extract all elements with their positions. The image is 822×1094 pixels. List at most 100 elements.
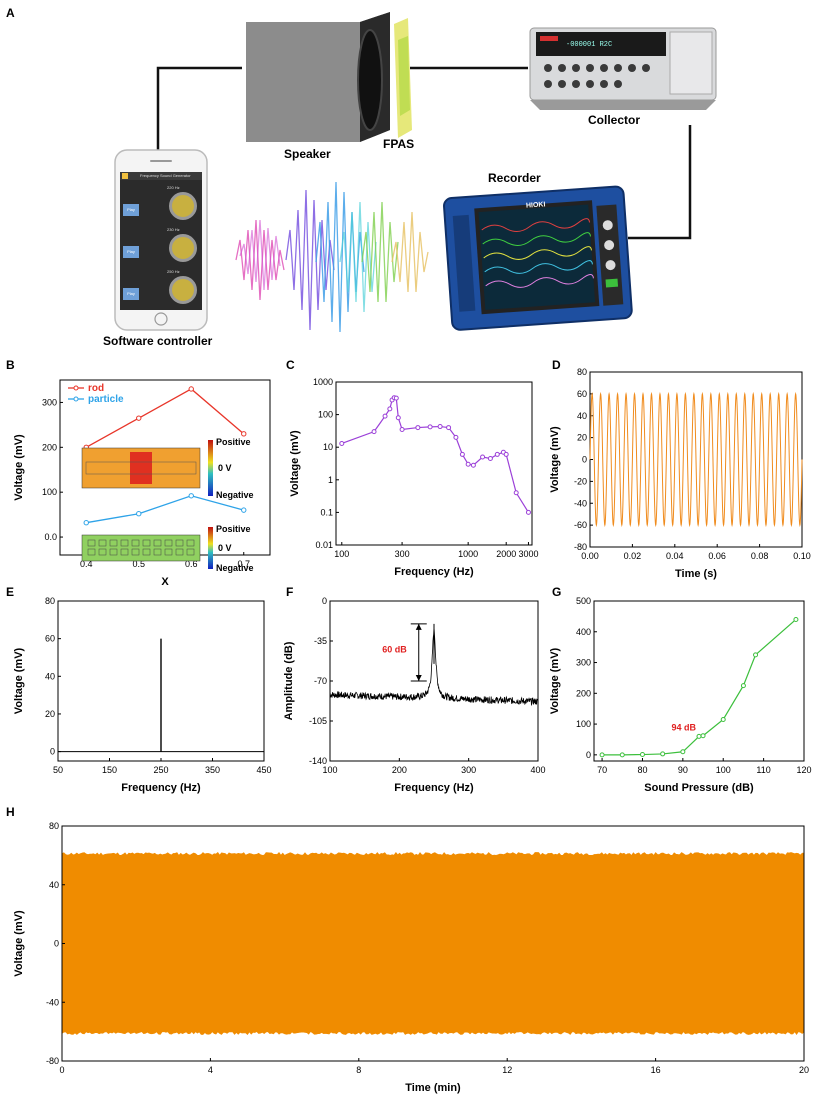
x-axis-title: Time (min) [405, 1082, 461, 1094]
data-point [480, 454, 486, 460]
long-term-signal-band [61, 852, 805, 1036]
panel-letter-h: H [6, 805, 15, 819]
frequency-label: 220 Hz [167, 185, 180, 190]
simulation-inset [81, 534, 201, 562]
rod-outline [85, 461, 197, 475]
y-tick-label: 40 [45, 671, 55, 681]
data-point [393, 395, 399, 401]
x-tick-label: 250 [153, 765, 168, 775]
dial-icon[interactable] [169, 192, 197, 220]
x-tick-label: 300 [395, 549, 410, 559]
y-tick-label: 0 [322, 596, 327, 606]
colorbar-zero-label: 0 V [218, 543, 232, 553]
data-point [639, 752, 645, 758]
collector-device-icon [529, 27, 717, 110]
data-point [619, 752, 625, 758]
legend-label-particle: particle [88, 394, 124, 405]
software-controller-label: Software controller [103, 334, 213, 348]
y-tick-label: -40 [574, 498, 587, 508]
y-axis-title: Voltage (mV) [13, 647, 25, 714]
data-point [465, 461, 471, 467]
particle-cell [87, 539, 96, 547]
frequency-response-line [341, 397, 529, 513]
data-point-particle [136, 511, 142, 517]
y-tick-label: 0 [54, 939, 59, 949]
play-button[interactable]: Play [123, 204, 139, 216]
x-tick-label: 0.08 [751, 551, 769, 561]
data-point-particle [188, 493, 194, 499]
data-point [700, 733, 706, 739]
particle-cell [109, 539, 118, 547]
y-tick-label: 40 [577, 411, 587, 421]
chart-e: 50 150 250 350 450 0 20 40 60 80 Frequency (Hz) Vol… [13, 596, 272, 794]
colorbar-negative-label: Negative [216, 490, 254, 500]
x-axis-title: Sound Pressure (dB) [644, 782, 754, 794]
chart-d: 0.00 0.02 0.04 0.06 0.08 0.10 -80 -60 -40 -20 0 20 4… [549, 367, 811, 580]
particle-cell [120, 548, 129, 556]
panel-letter-e: E [6, 585, 15, 599]
cable-collector-recorder [628, 125, 692, 240]
particle-cell [98, 539, 107, 547]
y-tick-label: 1 [328, 475, 333, 485]
speaker-label: Speaker [284, 147, 331, 161]
x-axis-title: Frequency (Hz) [394, 782, 474, 794]
particle-cell [142, 539, 151, 547]
x-tick-label: 0.10 [793, 551, 811, 561]
x-tick-label: 100 [322, 765, 337, 775]
particle-cell [175, 539, 184, 547]
data-point [453, 434, 459, 440]
y-tick-label: 20 [45, 709, 55, 719]
recorder-label: Recorder [488, 171, 541, 185]
dial-icon[interactable] [169, 276, 197, 304]
data-point-rod [188, 386, 194, 392]
dial-icon[interactable] [169, 234, 197, 262]
y-tick-label: 100 [42, 487, 57, 497]
colorbar [208, 527, 213, 569]
y-tick-label: 300 [576, 658, 591, 668]
x-tick-label: 4 [208, 1065, 213, 1075]
data-point [470, 462, 476, 468]
panel-letter-g: G [552, 585, 562, 599]
x-axis-title: Time (s) [675, 568, 717, 580]
annotation-label: 94 dB [671, 722, 696, 732]
colorbar-zero-label: 0 V [218, 463, 232, 473]
y-tick-label: 0.1 [320, 507, 333, 517]
y-tick-label: -70 [314, 676, 327, 686]
play-button[interactable]: Play [123, 246, 139, 258]
y-tick-label: 10 [323, 442, 333, 452]
y-tick-label: 60 [45, 634, 55, 644]
particle-cell [109, 548, 118, 556]
recorder-brand: HIOKI [525, 201, 546, 210]
plot-frame [593, 600, 805, 762]
y-axis-title: Voltage (mV) [13, 434, 25, 501]
y-axis-title: Voltage (mV) [13, 910, 25, 977]
particle-cell [186, 548, 195, 556]
arrow-head-up [415, 623, 422, 630]
arrow-head-down [415, 675, 422, 681]
chart-f: 100 200 300 400 0 -35 -70 -105 -140 Frequency (Hz… [283, 596, 546, 794]
series-line-particle [86, 495, 244, 524]
data-point [599, 752, 605, 758]
series-line-rod [85, 388, 245, 448]
x-tick-label: 90 [678, 765, 688, 775]
y-axis-title: Voltage (mV) [289, 430, 301, 497]
x-tick-label: 110 [756, 765, 770, 775]
data-point [437, 424, 443, 430]
phone-row: Play 220 Hz [121, 182, 201, 224]
x-tick-label: 450 [256, 765, 271, 775]
play-button[interactable]: Play [123, 288, 139, 300]
data-point [513, 490, 519, 496]
particle-cell [131, 539, 140, 547]
y-tick-label: 0 [586, 750, 591, 760]
y-tick-label: -20 [574, 476, 587, 486]
voltage-waveform [589, 391, 803, 528]
phone-app-list: Play 220 Hz Play 230 Hz Play 250 Hz [121, 182, 201, 308]
chart-g: 70 80 90 100 110 120 0 100 200 300 400 500 Sound Pre… [549, 596, 812, 794]
panel-letter-c: C [286, 358, 295, 372]
x-tick-label: 8 [356, 1065, 361, 1075]
x-tick-label: 200 [392, 765, 407, 775]
x-tick-label: 150 [102, 765, 117, 775]
field-hotspot [130, 452, 152, 484]
x-tick-label: 50 [53, 765, 63, 775]
x-tick-label: 70 [597, 765, 607, 775]
